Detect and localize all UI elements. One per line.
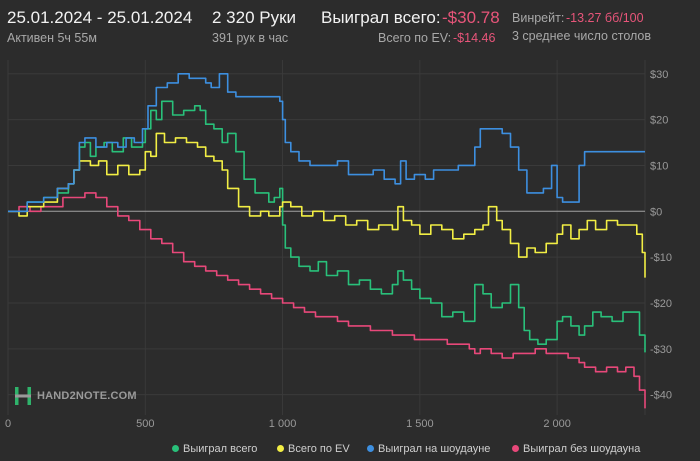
graph-chart: $30 $20 $10 $0 -$10 -$20 -$30 -$40 0 500 1 000 1 5…: [5, 60, 672, 430]
series-won-total: [8, 100, 646, 353]
avg-tables: 3 среднее число столов: [512, 29, 652, 43]
legend-item-non-showdown[interactable]: Выиграл без шоудауна: [512, 443, 640, 455]
legend-dot: [512, 445, 519, 452]
h2n-logo-icon: [15, 387, 31, 405]
x-axis-ticks: 0 500 1 000 1 500 2 000: [5, 418, 571, 430]
winrate-label: Винрейт:: [512, 11, 565, 25]
legend-dot: [277, 445, 284, 452]
won-total-label: Выиграл всего:: [321, 8, 441, 27]
y-tick-label: -$30: [650, 344, 672, 356]
y-tick-label: -$10: [650, 252, 672, 264]
chart-legend: Выиграл всего Всего по EV Выиграл на шоу…: [0, 443, 700, 459]
legend-label: Выиграл без шоудауна: [523, 443, 641, 455]
logo: HAND2NOTE.COM: [14, 386, 137, 410]
date-range: 25.01.2024 - 25.01.2024: [7, 8, 193, 27]
active-time: Активен 5ч 55м: [7, 31, 97, 45]
y-tick-label: $30: [650, 69, 668, 81]
legend-dot: [172, 445, 179, 452]
y-tick-label: -$40: [650, 390, 672, 402]
legend-label: Выиграл всего: [183, 443, 258, 455]
won-total-value: -$30.78: [442, 8, 500, 27]
y-tick-label: $20: [650, 115, 668, 127]
series-non-showdown: [8, 192, 646, 409]
y-tick-label: -$20: [650, 298, 672, 310]
y-tick-label: $10: [650, 160, 668, 172]
logo-text: HAND2NOTE.COM: [37, 390, 137, 402]
legend-item-ev[interactable]: Всего по EV: [277, 443, 350, 455]
legend-item-showdown[interactable]: Выиграл на шоудауне: [367, 443, 490, 455]
x-tick-label: 0: [5, 418, 11, 430]
x-tick-label: 1 000: [269, 418, 297, 430]
y-tick-label: $0: [650, 206, 662, 218]
series-ev: [8, 132, 646, 278]
ev-total-label: Всего по EV:: [378, 31, 452, 45]
winrate-value: -13.27 бб/100: [566, 11, 644, 25]
hands-count: 2 320 Руки: [212, 8, 297, 27]
chart-grid: [7, 60, 646, 415]
legend-item-won-total[interactable]: Выиграл всего: [172, 443, 257, 455]
series-showdown: [8, 73, 645, 213]
chart-series: [8, 73, 646, 409]
ev-total-value: -$14.46: [453, 31, 496, 45]
x-tick-label: 2 000: [543, 418, 571, 430]
y-axis-ticks: $30 $20 $10 $0 -$10 -$20 -$30 -$40: [650, 69, 672, 402]
hands-per-hour: 391 рук в час: [212, 31, 289, 45]
legend-dot: [367, 445, 374, 452]
x-tick-label: 500: [136, 418, 154, 430]
legend-label: Всего по EV: [288, 443, 350, 455]
x-tick-label: 1 500: [406, 418, 434, 430]
legend-label: Выиграл на шоудауне: [378, 443, 491, 455]
